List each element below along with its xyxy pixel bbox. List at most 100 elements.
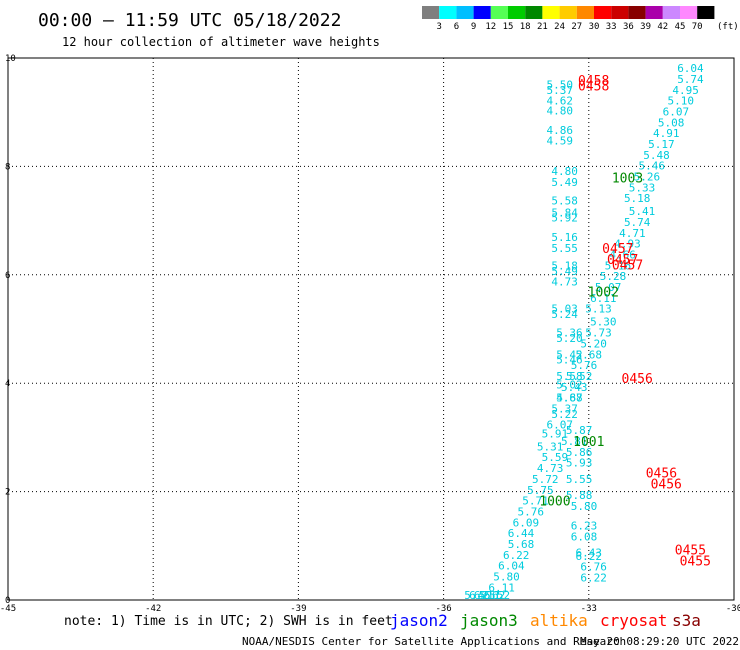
colorbar-swatch xyxy=(594,6,612,19)
wave-height-value: 6.76 xyxy=(580,561,607,574)
wave-height-value: 5.30 xyxy=(590,316,617,329)
wave-height-value: 5.74 xyxy=(677,73,704,86)
colorbar-swatch xyxy=(508,6,526,19)
wave-height-value: 6.04 xyxy=(498,560,525,573)
wave-height-value: 6.07 xyxy=(547,419,574,432)
wave-height-value: 5.76 xyxy=(571,359,598,372)
wave-height-value: 5.31 xyxy=(537,440,564,453)
wave-height-value: 5.45 xyxy=(464,589,491,602)
y-tick-label: 10 xyxy=(5,54,16,64)
wave-height-value: 5.74 xyxy=(624,216,651,229)
wave-height-value: 6.52 xyxy=(484,589,511,602)
wave-height-value: 5.37 xyxy=(551,402,578,415)
y-tick-label: 0 xyxy=(5,596,10,606)
time-label: 0458 xyxy=(578,80,609,95)
wave-height-value: 5.62 xyxy=(479,589,506,602)
legend-altika: altika xyxy=(530,611,588,630)
wave-height-value: 5.43 xyxy=(561,381,588,394)
wave-height-value: 6.11 xyxy=(474,589,501,602)
wave-height-value: 6.08 xyxy=(571,530,598,543)
wave-height-value: 5.33 xyxy=(629,181,656,194)
x-tick-label: -39 xyxy=(290,604,306,614)
colorbar-label: 30 xyxy=(589,22,600,32)
wave-height-value: 5.59 xyxy=(542,451,569,464)
wave-height-value: 5.71 xyxy=(522,495,549,508)
chart-title: 00:00 – 11:59 UTC 05/18/2022 xyxy=(38,10,341,31)
legend-cryosat: cryosat xyxy=(600,611,667,630)
colorbar-label: 33 xyxy=(606,22,617,32)
wave-height-value: 4.62 xyxy=(547,95,574,108)
wave-height-value: 5.26 xyxy=(634,170,661,183)
wave-height-value: 5.88 xyxy=(566,489,593,502)
time-label: 0457 xyxy=(602,242,633,257)
colorbar-swatch xyxy=(662,6,680,19)
wave-height-value: 5.58 xyxy=(551,194,578,207)
wave-height-value: 5.68 xyxy=(576,348,603,361)
wave-height-value: 6.44 xyxy=(508,527,535,540)
wave-height-value: 5.07 xyxy=(595,281,622,294)
wave-height-value: 5.37 xyxy=(547,84,574,97)
wave-height-value: 4.71 xyxy=(619,227,646,240)
wave-height-value: 6.22 xyxy=(503,549,530,562)
satellite-legend: jason2 jason3 altika cryosat s3a xyxy=(390,611,701,630)
wave-height-value: 5.03 xyxy=(551,303,578,316)
wave-height-value: 5.58 xyxy=(556,370,583,383)
colorbar-unit: (ft) xyxy=(717,22,739,32)
wave-height-value: 5.49 xyxy=(551,265,578,278)
x-axis-ticks: -45 -42 -39 -36 -33 -30 xyxy=(0,604,740,614)
colorbar-label: 39 xyxy=(640,22,651,32)
wave-height-value: 5.42 xyxy=(556,348,583,361)
wave-height-value: 4.91 xyxy=(653,127,680,140)
colorbar-label: 27 xyxy=(571,22,582,32)
legend-jason2: jason2 xyxy=(390,611,448,630)
wave-height-value: 6.43 xyxy=(576,547,603,560)
wave-height-value: 5.92 xyxy=(551,212,578,225)
plot-grid xyxy=(7,57,735,601)
y-tick-label: 8 xyxy=(5,162,10,172)
wave-height-value: 5.86 xyxy=(566,446,593,459)
colorbar-label: 12 xyxy=(485,22,496,32)
y-tick-label: 6 xyxy=(5,271,10,281)
wave-height-value: 5.49 xyxy=(551,176,578,189)
time-label: 0456 xyxy=(651,477,682,492)
wave-height-value: 5.75 xyxy=(527,484,554,497)
colorbar-swatch xyxy=(542,6,560,19)
x-tick-label: -36 xyxy=(435,604,451,614)
colorbar-swatch xyxy=(490,6,508,19)
colorbar-swatch xyxy=(422,6,440,19)
wave-height-value: 5.46 xyxy=(556,354,583,367)
wave-height-value: 5.18 xyxy=(551,259,578,272)
wave-height-value: 6.22 xyxy=(580,572,607,585)
wave-height-value: 4.73 xyxy=(551,276,578,289)
colorbar-label: 9 xyxy=(471,22,476,32)
colorbar-swatch xyxy=(473,6,491,19)
wave-height-value: 6.22 xyxy=(576,550,603,563)
colorbar-swatch xyxy=(559,6,577,19)
wave-height-value: 6.23 xyxy=(571,520,598,533)
wave-height-value: 5.20 xyxy=(556,332,583,345)
colorbar-label: 42 xyxy=(657,22,668,32)
colorbar-label: 70 xyxy=(692,22,703,32)
time-label: 1002 xyxy=(588,285,619,300)
wave-height-value: 5.76 xyxy=(517,505,544,518)
wave-height-value: 5.46 xyxy=(638,160,665,173)
wave-height-value: 5.08 xyxy=(658,116,685,129)
footer-timestamp: May 20 08:29:20 UTC 2022 xyxy=(580,635,739,648)
y-tick-label: 2 xyxy=(5,488,10,498)
wave-height-value: 6.09 xyxy=(513,516,540,529)
x-tick-label: -33 xyxy=(581,604,597,614)
wave-height-value: 4.59 xyxy=(547,135,574,148)
time-label: 0455 xyxy=(680,554,711,569)
wave-height-value: 5.10 xyxy=(668,95,695,108)
wave-height-value: 5.93 xyxy=(566,457,593,470)
colorbar-label: 3 xyxy=(436,22,441,32)
legend-jason3: jason3 xyxy=(460,611,518,630)
wave-height-value: 4.66 xyxy=(609,249,636,262)
time-label: 1000 xyxy=(539,495,570,510)
wave-height-value: 5.52 xyxy=(566,370,593,383)
wave-height-value: 5.41 xyxy=(629,205,656,218)
time-label: 1001 xyxy=(573,435,604,450)
colorbar: 3 6 9 12 15 18 21 24 27 30 33 36 39 42 45 70 (ft) xyxy=(422,6,739,32)
colorbar-label: 45 xyxy=(675,22,686,32)
